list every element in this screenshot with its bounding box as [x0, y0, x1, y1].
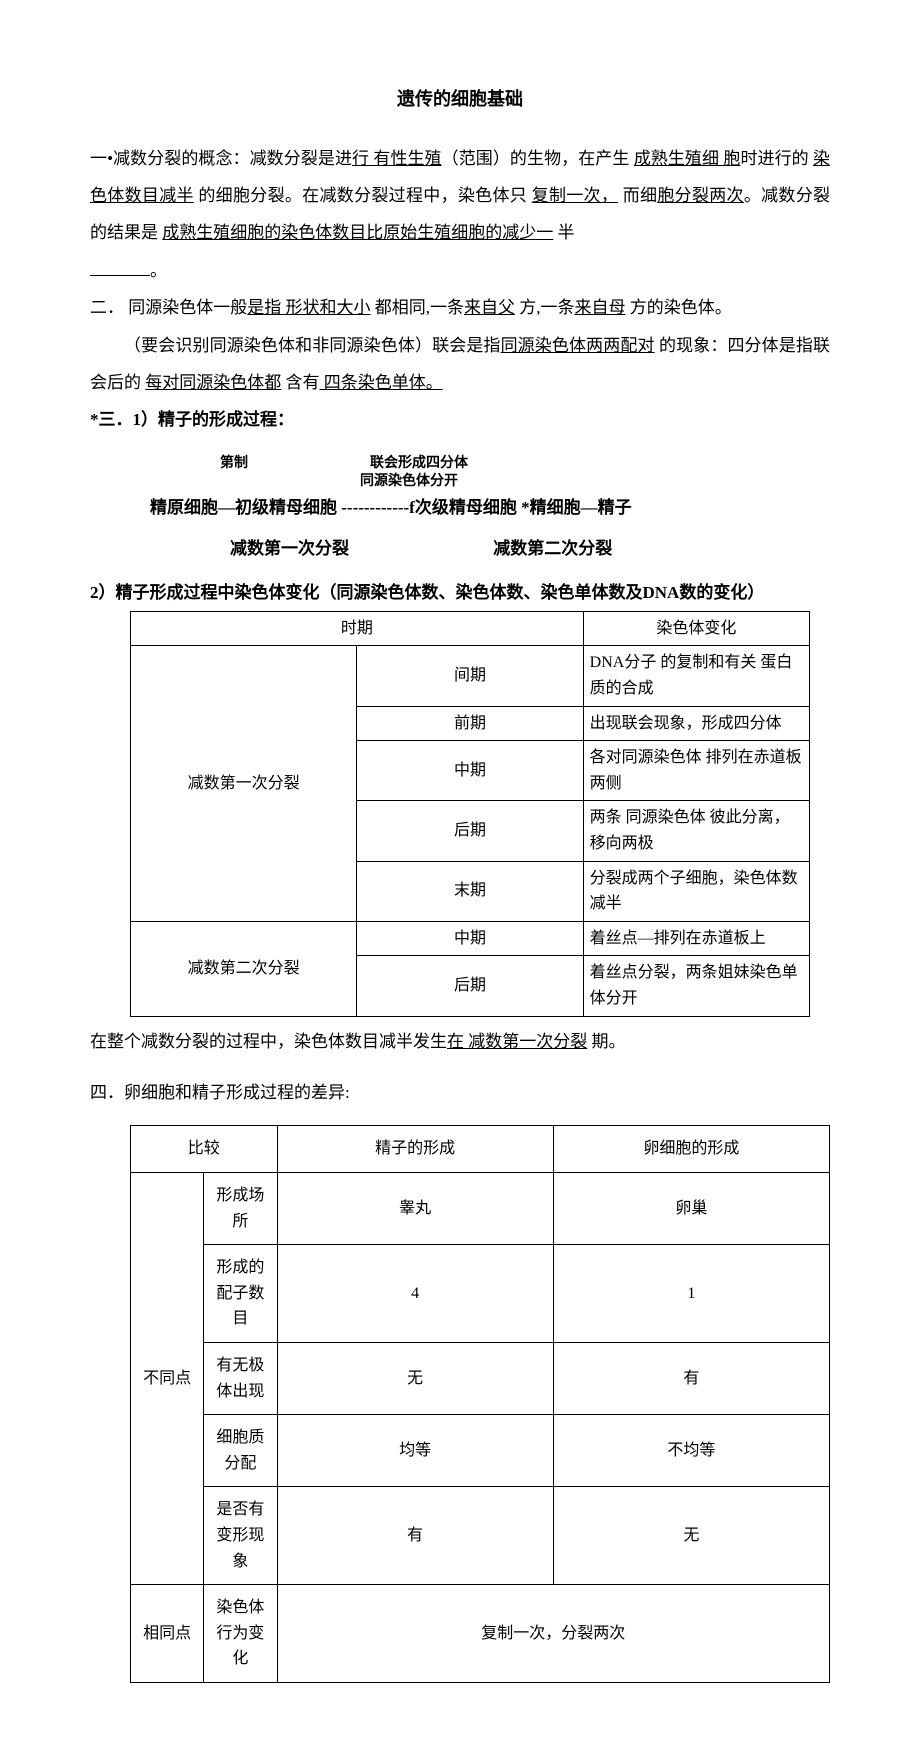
p1-t7: 半 — [553, 223, 574, 242]
table-phase: 后期 — [357, 801, 583, 861]
p2-t4: 方的染色体。 — [626, 298, 732, 317]
table-change: 各对同源染色体 排列在赤道板两侧 — [583, 741, 809, 801]
p1-u6: 成熟生殖细胞的染色体数目比原始生殖细胞的减少一 — [162, 223, 553, 242]
t2-header-compare: 比较 — [131, 1126, 278, 1173]
process-labels: 第制 联会形成四分体 同源染色体分开 — [90, 449, 830, 489]
t2-cell: 1 — [553, 1245, 829, 1343]
process-label-3: 同源染色体分开 — [360, 467, 458, 498]
process-sub-1: 减数第一次分裂 — [230, 539, 349, 558]
t2-cell: 有 — [553, 1342, 829, 1414]
p1-u2: 成熟生殖细 胞 — [634, 149, 741, 168]
p1-t3: 时进行的 — [740, 149, 813, 168]
process-label-1: 第制 — [220, 449, 248, 480]
t2-group-diff: 不同点 — [131, 1172, 204, 1584]
table-row: 减数第二次分裂 中期 着丝点—排列在赤道板上 — [131, 921, 810, 956]
paragraph-1: 一•减数分裂的概念：减数分裂是进行 有性生殖（范围）的生物，在产生 成熟生殖细 … — [90, 140, 830, 252]
table-change: 出现联会现象，形成四分体 — [583, 706, 809, 741]
paragraph-1-tail: 。 — [90, 252, 830, 289]
t2-cell: 均等 — [277, 1415, 553, 1487]
t2-cell: 不均等 — [553, 1415, 829, 1487]
process-sub-2: 减数第二次分裂 — [493, 539, 612, 558]
table-row: 细胞质分配 均等 不均等 — [131, 1415, 830, 1487]
process-diagram: 第制 联会形成四分体 同源染色体分开 精原细胞—初级精母细胞 ---------… — [90, 449, 830, 568]
t2-same-label: 染色体行为变化 — [204, 1585, 277, 1683]
table-row: 减数第一次分裂 间期 DNA分子 的复制和有关 蛋白质的合成 — [131, 646, 810, 706]
comparison-table: 比较 精子的形成 卵细胞的形成 不同点 形成场所 睾丸 卵巢 形成的配子数目 4… — [130, 1125, 830, 1683]
p2-u3: 来自母 — [575, 298, 626, 317]
p1-u1: 行 有性生殖 — [352, 149, 442, 168]
p1-t5: 而细 — [618, 186, 657, 205]
table-row: 比较 精子的形成 卵细胞的形成 — [131, 1126, 830, 1173]
t2-label: 形成的配子数目 — [204, 1245, 277, 1343]
p3-u1: 同源染色体两两配对 — [501, 336, 655, 355]
table-phase: 前期 — [357, 706, 583, 741]
t2-cell: 无 — [553, 1487, 829, 1585]
table-phase: 后期 — [357, 956, 583, 1016]
table-header-period: 时期 — [131, 611, 584, 646]
table-row: 形成的配子数目 4 1 — [131, 1245, 830, 1343]
table-group-2: 减数第二次分裂 — [131, 921, 357, 1016]
t2-label: 是否有变形现象 — [204, 1487, 277, 1585]
p1-t1: 一•减数分裂的概念：减数分裂是进 — [90, 149, 352, 168]
table-row: 相同点 染色体行为变化 复制一次，分裂两次 — [131, 1585, 830, 1683]
after-t1-t2: 期。 — [587, 1032, 625, 1051]
t2-cell: 睾丸 — [277, 1172, 553, 1244]
p3-u3: 四条染色单体。 — [320, 373, 443, 392]
p1-t4: 的细胞分裂。在减数分裂过程中，染色体只 — [194, 186, 532, 205]
table-change: 分裂成两个子细胞，染色体数减半 — [583, 861, 809, 921]
table-change: 着丝点—排列在赤道板上 — [583, 921, 809, 956]
after-t1-t1: 在整个减数分裂的过程中，染色体数目减半发生 — [90, 1032, 447, 1051]
section-3-2-title: 2）精子形成过程中染色体变化（同源染色体数、染色体数、染色单体数及DNA数的变化… — [90, 574, 830, 611]
table-change: DNA分子 的复制和有关 蛋白质的合成 — [583, 646, 809, 706]
table-phase: 中期 — [357, 921, 583, 956]
table-phase: 末期 — [357, 861, 583, 921]
t2-same-value: 复制一次，分裂两次 — [277, 1585, 829, 1683]
t2-header-sperm: 精子的形成 — [277, 1126, 553, 1173]
t2-cell: 有 — [277, 1487, 553, 1585]
p2-t2: 都相同,一条 — [371, 298, 465, 317]
t2-label: 有无极体出现 — [204, 1342, 277, 1414]
section-3-title: *三．1）精子的形成过程： — [90, 401, 830, 438]
table-group-1: 减数第一次分裂 — [131, 646, 357, 921]
p2-t3: 方,一条 — [515, 298, 575, 317]
p1-t2: （范围）的生物，在产生 — [442, 149, 634, 168]
page-title: 遗传的细胞基础 — [90, 80, 830, 120]
section-4-title: 四．卵细胞和精子形成过程的差异: — [90, 1074, 830, 1111]
t2-cell: 无 — [277, 1342, 553, 1414]
t2-cell: 卵巢 — [553, 1172, 829, 1244]
p3-u2: 每对同源染色体都 — [145, 373, 281, 392]
document-page: 遗传的细胞基础 一•减数分裂的概念：减数分裂是进行 有性生殖（范围）的生物，在产… — [0, 0, 920, 1743]
table-row: 是否有变形现象 有 无 — [131, 1487, 830, 1585]
t2-label: 形成场所 — [204, 1172, 277, 1244]
table-phase: 中期 — [357, 741, 583, 801]
paragraph-3: （要会识别同源染色体和非同源染色体）联会是指同源染色体两两配对 的现象：四分体是… — [90, 327, 830, 402]
p3-t3: 含有 — [281, 373, 319, 392]
process-main-line: 精原细胞—初级精母细胞 ------------f次级精母细胞 *精细胞—精子 — [90, 489, 830, 526]
p1-u5: 胞分裂两次 — [657, 186, 744, 205]
p2-t1: 二． 同源染色体一般 — [90, 298, 247, 317]
t2-label: 细胞质分配 — [204, 1415, 277, 1487]
p2-u1: 是指 形状和大小 — [247, 298, 370, 317]
process-sub-labels: 减数第一次分裂 减数第二次分裂 — [230, 530, 830, 567]
p1-u4: 复制一次， — [532, 186, 619, 205]
t2-cell: 4 — [277, 1245, 553, 1343]
table-row: 时期 染色体变化 — [131, 611, 810, 646]
table-phase: 间期 — [357, 646, 583, 706]
paragraph-2: 二． 同源染色体一般是指 形状和大小 都相同,一条来自父 方,一条来自母 方的染… — [90, 289, 830, 326]
t2-group-same: 相同点 — [131, 1585, 204, 1683]
table-row: 有无极体出现 无 有 — [131, 1342, 830, 1414]
chromosome-change-table: 时期 染色体变化 减数第一次分裂 间期 DNA分子 的复制和有关 蛋白质的合成 … — [130, 611, 810, 1017]
table-header-change: 染色体变化 — [583, 611, 809, 646]
process-line-text: 精原细胞—初级精母细胞 ------------f次级精母细胞 *精细胞—精子 — [150, 498, 632, 517]
t2-header-egg: 卵细胞的形成 — [553, 1126, 829, 1173]
p3-t1: （要会识别同源染色体和非同源染色体）联会是指 — [124, 336, 501, 355]
after-t1-u1: 在 减数第一次分裂 — [447, 1032, 587, 1051]
table-change: 着丝点分裂，两条姐妹染色单体分开 — [583, 956, 809, 1016]
p2-u2: 来自父 — [464, 298, 515, 317]
after-table1-text: 在整个减数分裂的过程中，染色体数目减半发生在 减数第一次分裂 期。 — [90, 1023, 830, 1060]
table-row: 不同点 形成场所 睾丸 卵巢 — [131, 1172, 830, 1244]
table-change: 两条 同源染色体 彼此分离，移向两极 — [583, 801, 809, 861]
p1-tail: 。 — [150, 261, 167, 280]
blank-underline — [90, 275, 150, 276]
